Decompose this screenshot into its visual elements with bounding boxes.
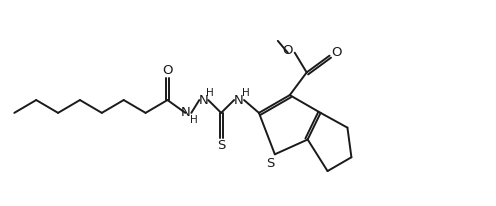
Text: N: N bbox=[234, 94, 244, 107]
Text: N: N bbox=[181, 106, 190, 119]
Text: O: O bbox=[331, 46, 342, 59]
Text: H: H bbox=[190, 115, 198, 125]
Text: S: S bbox=[217, 139, 225, 152]
Text: H: H bbox=[206, 88, 214, 98]
Text: S: S bbox=[266, 157, 274, 170]
Text: O: O bbox=[283, 44, 293, 57]
Text: N: N bbox=[198, 94, 208, 107]
Text: H: H bbox=[242, 88, 250, 98]
Text: O: O bbox=[162, 64, 173, 77]
